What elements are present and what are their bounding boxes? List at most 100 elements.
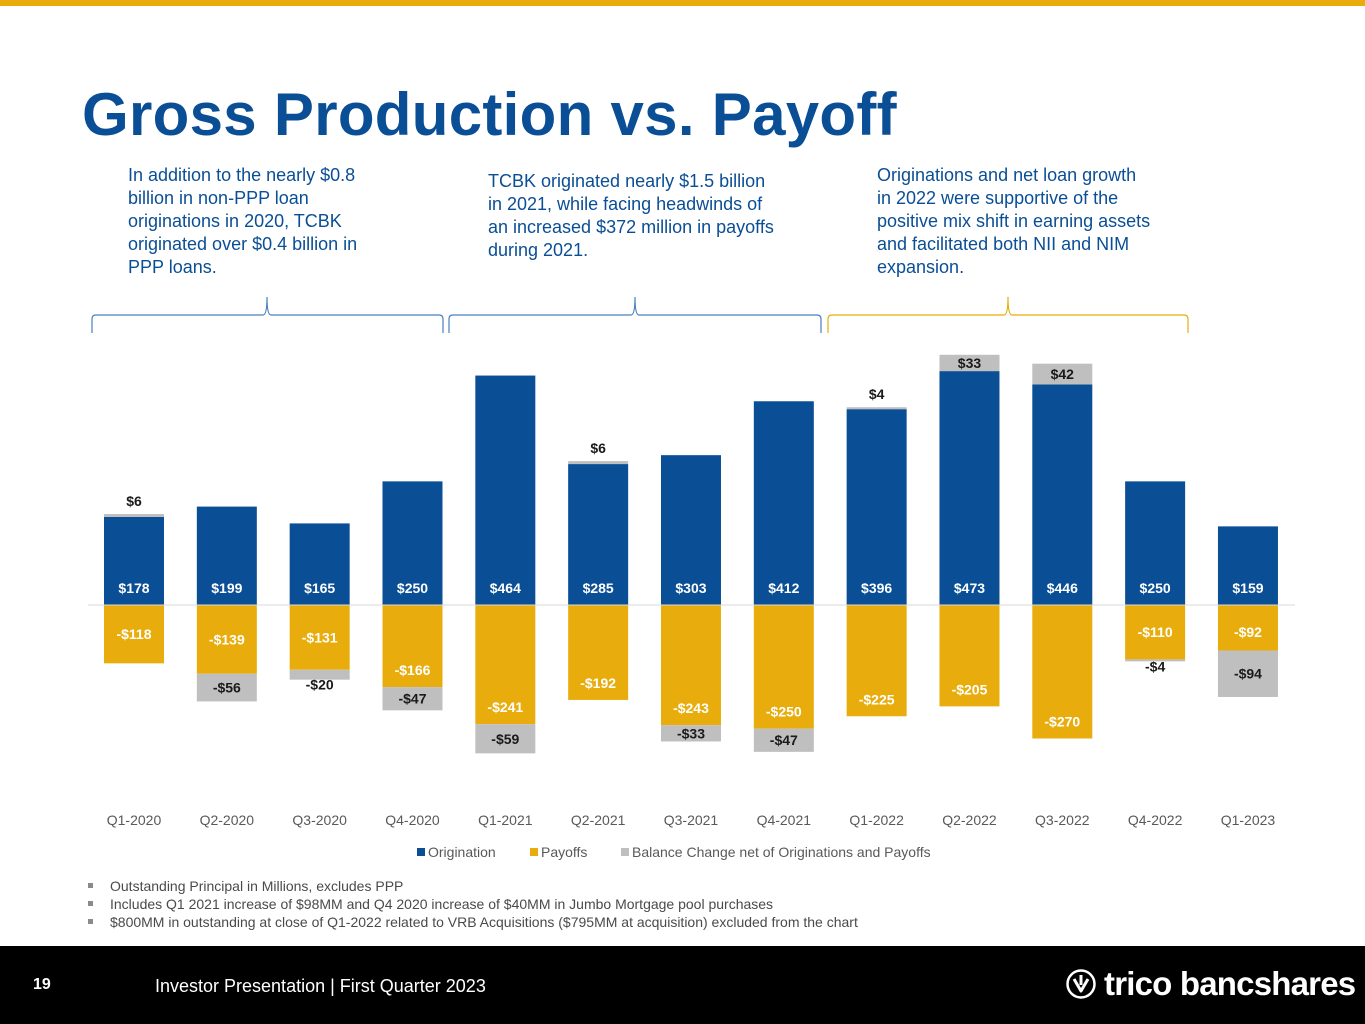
balance-bar: [939, 354, 1000, 372]
payoff-bar: [939, 605, 1000, 707]
payoff-bar: [753, 605, 814, 729]
legend-label: Balance Change net of Originations and P…: [632, 844, 931, 860]
payoff-bar: [660, 605, 721, 726]
top-accent-bar: [0, 0, 1365, 6]
payoff-value-label: -$192: [580, 675, 616, 691]
x-tick-label: Q1-2020: [107, 812, 162, 828]
footnote-item: Outstanding Principal in Millions, exclu…: [88, 877, 858, 895]
origination-value-label: $178: [118, 580, 149, 596]
page-title: Gross Production vs. Payoff: [82, 81, 897, 148]
origination-value-label: $165: [304, 580, 335, 596]
origination-bar: [939, 371, 1000, 605]
origination-bar: [660, 455, 721, 605]
payoff-bar: [1125, 605, 1186, 660]
balance-value-label: -$20: [306, 677, 334, 693]
balance-bar: [289, 669, 350, 680]
balance-value-label: -$56: [213, 680, 241, 696]
payoff-value-label: -$270: [1044, 714, 1080, 730]
bracket-2021: [448, 296, 822, 333]
balance-value-label: $6: [126, 493, 142, 509]
balance-value-label: -$94: [1234, 666, 1262, 682]
balance-value-label: $33: [958, 355, 982, 371]
payoff-bar: [289, 605, 350, 670]
payoff-value-label: -$110: [1138, 624, 1173, 640]
balance-bar: [568, 461, 629, 465]
payoff-value-label: -$131: [302, 629, 338, 645]
origination-bar: [1032, 384, 1093, 605]
balance-bar: [846, 407, 907, 410]
brand-name: trico bancshares: [1104, 965, 1356, 1002]
origination-bar: [289, 523, 350, 605]
trico-logo-icon: [1066, 969, 1096, 999]
balance-value-label: -$47: [770, 732, 798, 748]
balance-value-label: -$47: [398, 691, 426, 707]
origination-value-label: $159: [1232, 580, 1263, 596]
origination-value-label: $250: [1140, 580, 1171, 596]
payoff-value-label: -$205: [952, 681, 988, 697]
chart-legend: Origination Payoffs Balance Change net of …: [417, 844, 931, 860]
legend-swatch: [621, 848, 629, 856]
balance-value-label: -$59: [491, 731, 519, 747]
origination-value-label: $396: [861, 580, 892, 596]
page-number: 19: [33, 976, 51, 993]
footnote-item: $800MM in outstanding at close of Q1-202…: [88, 913, 858, 931]
x-tick-label: Q4-2020: [385, 812, 440, 828]
callout-2021: TCBK originated nearly $1.5 billion in 2…: [488, 171, 774, 260]
x-tick-label: Q3-2022: [1035, 812, 1090, 828]
balance-bar: [660, 725, 721, 742]
payoff-value-label: -$92: [1234, 624, 1262, 640]
x-tick-label: Q2-2022: [942, 812, 997, 828]
balance-bar: [196, 673, 257, 702]
bracket-2020: [91, 296, 444, 333]
callout-brackets: [91, 296, 1189, 333]
origination-value-label: $250: [397, 580, 428, 596]
callout-2022: Originations and net loan growth in 2022…: [877, 165, 1151, 277]
x-tick-label: Q1-2022: [849, 812, 904, 828]
balance-value-label: $4: [869, 386, 885, 402]
x-tick-label: Q4-2022: [1128, 812, 1183, 828]
payoff-bar: [475, 605, 536, 725]
origination-value-label: $303: [675, 580, 706, 596]
callout-2020: In addition to the nearly $0.8 billion i…: [128, 165, 358, 277]
balance-value-label: $42: [1051, 366, 1075, 382]
balance-bar: [753, 728, 814, 752]
bracket-2022: [827, 296, 1189, 333]
production-payoff-chart: $178 -$118 $6 $199 -$139 -$56 $165 -$131 -$20 $25…: [88, 296, 1295, 860]
origination-bar: [1125, 481, 1186, 605]
payoff-bar: [1217, 605, 1278, 651]
x-tick-label: Q4-2021: [757, 812, 812, 828]
origination-bar: [846, 409, 907, 605]
origination-bar: [382, 481, 443, 605]
payoff-value-label: -$243: [673, 700, 709, 716]
legend-swatch: [417, 848, 425, 856]
x-tick-label: Q2-2020: [200, 812, 255, 828]
payoff-bar: [382, 605, 443, 688]
balance-value-label: -$4: [1145, 658, 1165, 674]
balance-bar: [1125, 659, 1186, 662]
payoff-value-label: -$139: [209, 631, 245, 647]
balance-bar: [382, 687, 443, 711]
x-tick-label: Q1-2021: [478, 812, 533, 828]
balance-bar: [104, 514, 164, 517]
footer-bar: 19 Investor Presentation | First Quarter…: [0, 946, 1365, 1024]
payoff-value-label: -$225: [859, 691, 895, 707]
legend-label: Payoffs: [541, 844, 587, 860]
origination-value-label: $285: [583, 580, 614, 596]
chart-bars: [104, 354, 1278, 754]
origination-bar: [104, 516, 164, 605]
x-tick-label: Q3-2020: [292, 812, 347, 828]
chart-labels: $178 -$118 $6 $199 -$139 -$56 $165 -$131 -$20 $25…: [116, 355, 1263, 748]
balance-bar: [1032, 363, 1093, 385]
x-tick-label: Q2-2021: [571, 812, 626, 828]
x-tick-label: Q3-2021: [664, 812, 719, 828]
payoff-value-label: -$118: [116, 626, 151, 642]
footnote-item: Includes Q1 2021 increase of $98MM and Q…: [88, 895, 858, 913]
balance-value-label: -$33: [677, 725, 705, 741]
payoff-bar: [104, 605, 164, 664]
payoff-bar: [568, 605, 629, 700]
origination-value-label: $464: [490, 580, 521, 596]
x-axis-ticks: Q1-2020 Q2-2020 Q3-2020 Q4-2020 Q1-2021 Q2-20…: [107, 812, 1276, 828]
origination-value-label: $412: [768, 580, 799, 596]
balance-bar: [1217, 650, 1278, 697]
payoff-value-label: -$241: [487, 699, 523, 715]
